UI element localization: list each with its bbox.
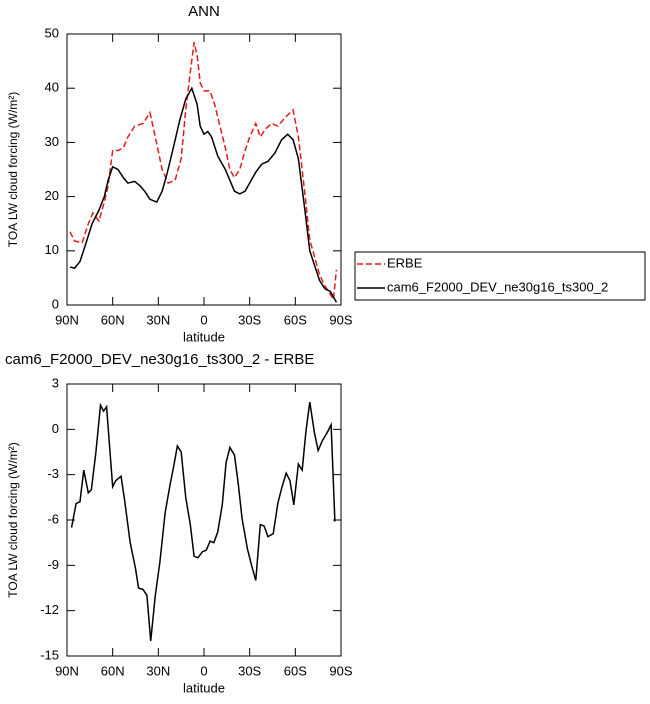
y-tick-label: -15	[40, 647, 59, 662]
legend-box	[354, 251, 646, 301]
series-line	[69, 41, 338, 303]
plot-frame	[66, 383, 342, 657]
y-tick-label: -9	[47, 557, 59, 572]
y-tick-label: 10	[45, 242, 59, 257]
chart-title: cam6_F2000_DEV_ne30g16_ts300_2 - ERBE	[5, 351, 314, 368]
y-tick-label: 40	[45, 80, 59, 95]
y-tick-label: -12	[40, 602, 59, 617]
x-tick-label: 30S	[238, 312, 261, 327]
x-tick-label: 90N	[55, 312, 79, 327]
y-tick-label: -6	[47, 511, 59, 526]
legend-label: cam6_F2000_DEV_ne30g16_ts300_2	[387, 279, 608, 294]
y-tick-label: -3	[47, 466, 59, 481]
y-axis-label: TOA LW cloud forcing (W/m²)	[6, 442, 20, 598]
series-line	[70, 402, 336, 641]
x-axis-label: latitude	[183, 329, 225, 344]
y-tick-label: 3	[52, 375, 59, 390]
x-tick-label: 30S	[238, 663, 261, 678]
x-tick-label: 60S	[284, 663, 307, 678]
x-tick-label: 90N	[55, 663, 79, 678]
x-tick-label: 0	[200, 663, 207, 678]
chart-title: ANN	[188, 3, 220, 20]
y-tick-label: 20	[45, 188, 59, 203]
x-tick-label: 30N	[146, 312, 170, 327]
x-tick-label: 60S	[284, 312, 307, 327]
series-line	[69, 86, 338, 303]
x-tick-label: 60N	[101, 312, 125, 327]
x-tick-label: 90S	[329, 312, 352, 327]
x-tick-label: 30N	[146, 663, 170, 678]
x-axis-label: latitude	[183, 680, 225, 695]
y-axis-label: TOA LW cloud forcing (W/m²)	[6, 92, 20, 248]
legend-label: ERBE	[387, 255, 423, 270]
y-tick-label: 30	[45, 134, 59, 149]
x-tick-label: 60N	[101, 663, 125, 678]
plot-frame	[66, 33, 342, 306]
y-tick-label: 0	[52, 296, 59, 311]
x-tick-label: 90S	[329, 663, 352, 678]
y-tick-label: 50	[45, 25, 59, 40]
x-tick-label: 0	[200, 312, 207, 327]
y-tick-label: 0	[52, 421, 59, 436]
